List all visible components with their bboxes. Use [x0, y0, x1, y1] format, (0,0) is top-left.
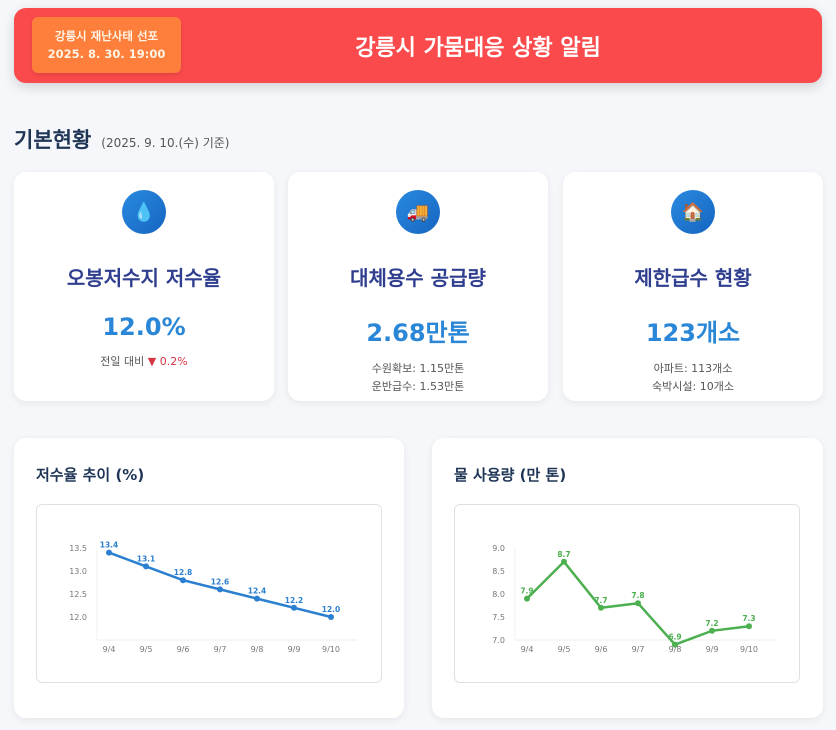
- data-label: 12.2: [285, 596, 304, 605]
- data-point: [217, 586, 223, 593]
- y-tick-label: 13.5: [69, 544, 87, 553]
- x-tick-label: 9/5: [558, 645, 571, 654]
- card-value: 123개소: [645, 319, 741, 347]
- change-value: ▼ 0.2%: [147, 355, 188, 368]
- y-tick-label: 7.0: [492, 636, 505, 645]
- data-label: 8.7: [557, 550, 570, 559]
- chart-title: 물 사용량 (만 톤): [454, 466, 567, 484]
- data-point: [291, 604, 297, 611]
- x-tick-label: 9/7: [632, 645, 645, 654]
- x-tick-label: 9/7: [214, 645, 227, 654]
- x-tick-label: 9/9: [706, 645, 719, 654]
- data-point: [746, 623, 752, 630]
- data-label: 7.9: [520, 587, 533, 596]
- badge-text: 강릉시 재난사태 선포: [54, 29, 159, 43]
- data-point: [254, 595, 260, 602]
- water-drop-icon: 💧: [122, 190, 166, 234]
- card-sub: 아파트: 113개소: [653, 362, 733, 375]
- data-point: [524, 595, 530, 602]
- truck-icon: 🚚: [396, 190, 440, 234]
- y-tick-label: 12.5: [69, 590, 87, 599]
- data-label: 6.9: [668, 633, 681, 642]
- card-title: 대체용수 공급량: [350, 266, 486, 290]
- data-point: [143, 563, 149, 570]
- y-tick-label: 8.0: [492, 590, 505, 599]
- x-tick-label: 9/10: [740, 645, 758, 654]
- data-label: 7.3: [742, 614, 755, 623]
- data-label: 12.4: [248, 587, 267, 596]
- disaster-badge: 강릉시 재난사태 선포 2025. 8. 30. 19:00: [32, 17, 181, 73]
- data-label: 7.7: [594, 596, 607, 605]
- card-sub: 운반급수: 1.53만톤: [371, 380, 465, 393]
- badge-date: 2025. 8. 30. 19:00: [47, 47, 166, 61]
- y-tick-label: 13.0: [69, 567, 87, 576]
- data-label: 12.0: [322, 605, 341, 614]
- section-date: (2025. 9. 10.(수) 기준): [101, 136, 230, 150]
- house-icon: 🏠: [671, 190, 715, 234]
- alert-header: 강릉시 재난사태 선포 2025. 8. 30. 19:00 강릉시 가뭄대응 …: [14, 8, 822, 83]
- reservoir-chart-panel: 저수율 추이 (%) 12.0 12.5 13.0 13.5 9/4 9/5 9/6 9/7 9…: [14, 438, 404, 718]
- data-point: [672, 641, 678, 648]
- data-label: 13.4: [100, 541, 119, 550]
- page-title: 강릉시 가뭄대응 상황 알림: [355, 36, 601, 61]
- y-tick-label: 9.0: [492, 544, 505, 553]
- card-title: 제한급수 현황: [634, 266, 752, 290]
- card-value: 2.68만톤: [366, 319, 470, 347]
- section-heading: 기본현황: [14, 128, 92, 152]
- chart-title: 저수율 추이 (%): [36, 466, 145, 484]
- data-label: 12.6: [211, 577, 230, 586]
- data-label: 13.1: [137, 554, 156, 563]
- card-value: 12.0%: [102, 313, 186, 341]
- data-point: [328, 614, 334, 620]
- x-tick-label: 9/10: [322, 645, 340, 654]
- card-sub: 숙박시설: 10개소: [652, 380, 734, 393]
- x-tick-label: 9/6: [595, 645, 608, 654]
- x-tick-label: 9/8: [251, 645, 264, 654]
- usage-chart-panel: 물 사용량 (만 톤) 7.0 7.5 8.0 8.5 9.0 9/4 9/5 9/6 9/7 9…: [432, 438, 823, 718]
- data-label: 7.2: [705, 619, 718, 628]
- data-point: [180, 577, 186, 584]
- y-tick-label: 8.5: [492, 567, 505, 576]
- y-tick-label: 12.0: [69, 613, 87, 622]
- card-title: 오봉저수지 저수율: [66, 266, 222, 290]
- data-point: [635, 600, 641, 607]
- card-sub-label: 전일 대비: [100, 355, 145, 368]
- card-sub: 수원확보: 1.15만톤: [371, 362, 465, 375]
- reservoir-chart: 12.0 12.5 13.0 13.5 9/4 9/5 9/6 9/7 9/8 9/9 9/10 13…: [69, 541, 357, 654]
- card-reservoir: 💧 오봉저수지 저수율 12.0% 전일 대비 ▼ 0.2%: [14, 172, 274, 401]
- data-point: [561, 558, 567, 565]
- section-title: 기본현황 (2025. 9. 10.(수) 기준): [14, 124, 229, 154]
- y-tick-label: 7.5: [492, 613, 505, 622]
- data-point: [709, 627, 715, 634]
- x-tick-label: 9/8: [669, 645, 682, 654]
- x-tick-label: 9/6: [177, 645, 190, 654]
- usage-chart: 7.0 7.5 8.0 8.5 9.0 9/4 9/5 9/6 9/7 9/8 9/9 9/10 7.9…: [492, 544, 775, 654]
- x-tick-label: 9/5: [140, 645, 153, 654]
- x-tick-label: 9/4: [103, 645, 116, 654]
- x-tick-label: 9/4: [521, 645, 534, 654]
- x-tick-label: 9/9: [288, 645, 301, 654]
- data-label: 12.8: [174, 568, 193, 577]
- data-point: [598, 604, 604, 611]
- data-point: [106, 549, 112, 556]
- data-label: 7.8: [631, 591, 644, 600]
